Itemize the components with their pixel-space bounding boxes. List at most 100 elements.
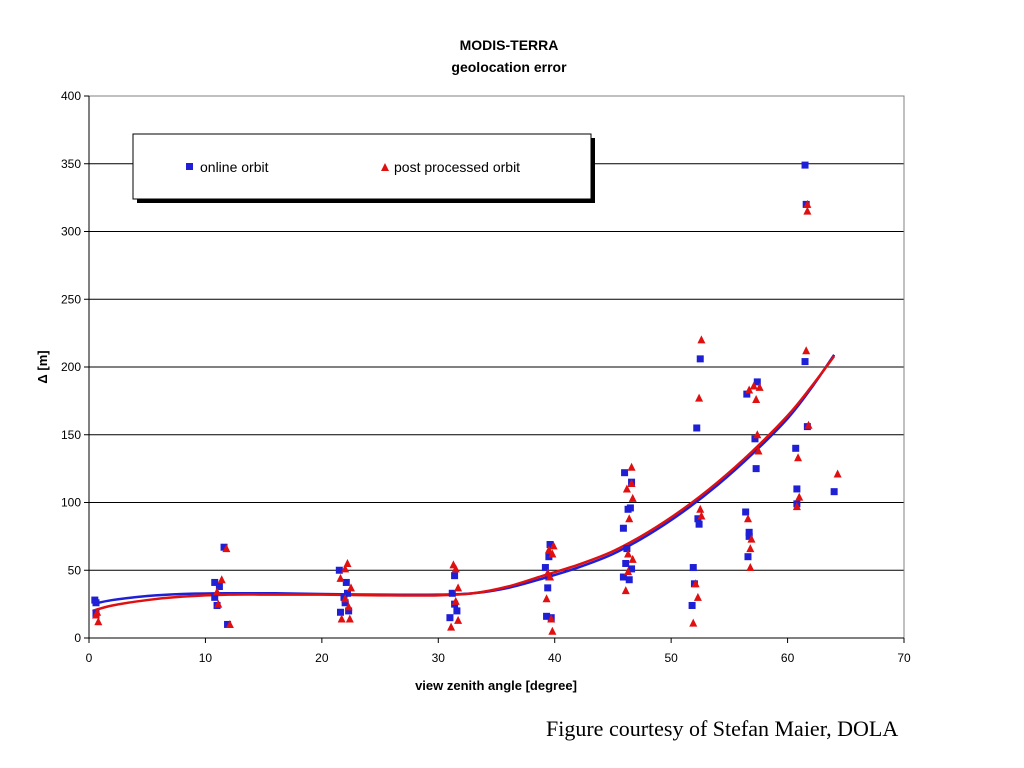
point-online-orbit xyxy=(744,553,752,561)
legend-marker-online-orbit xyxy=(186,163,193,170)
point-online-orbit xyxy=(742,508,750,516)
point-online-orbit xyxy=(628,565,636,573)
point-post-processed-orbit xyxy=(691,579,700,588)
point-post-processed-orbit xyxy=(546,572,555,581)
point-online-orbit xyxy=(801,358,809,366)
point-post-processed-orbit xyxy=(454,615,463,624)
point-post-processed-orbit xyxy=(222,544,231,553)
point-post-processed-orbit xyxy=(693,592,702,601)
trendline-post-processed-orbit xyxy=(92,355,836,613)
y-tick-label: 50 xyxy=(68,563,82,577)
point-online-orbit xyxy=(696,355,704,363)
point-online-orbit xyxy=(546,541,554,549)
y-tick-label: 350 xyxy=(61,157,81,171)
chart-title-line-1: MODIS-TERRA xyxy=(460,37,559,53)
point-online-orbit xyxy=(544,584,552,592)
point-post-processed-orbit xyxy=(622,484,631,493)
point-post-processed-orbit xyxy=(746,563,755,572)
legend-marker-post-processed-orbit xyxy=(381,163,389,171)
x-axis-ticks: 0 10 20 30 40 50 60 70 xyxy=(86,638,911,665)
point-post-processed-orbit xyxy=(697,511,706,520)
point-online-orbit xyxy=(453,607,461,615)
point-post-processed-orbit xyxy=(802,346,811,355)
point-post-processed-orbit xyxy=(451,564,460,573)
data-points xyxy=(91,161,842,635)
point-post-processed-orbit xyxy=(621,586,630,595)
point-online-orbit xyxy=(622,559,630,567)
y-tick-label: 150 xyxy=(61,428,81,442)
point-online-orbit xyxy=(543,612,551,620)
x-tick-label: 0 xyxy=(86,651,93,665)
point-post-processed-orbit xyxy=(225,619,234,628)
point-online-orbit xyxy=(623,545,631,553)
point-online-orbit xyxy=(745,528,753,536)
point-post-processed-orbit xyxy=(94,617,103,626)
point-post-processed-orbit xyxy=(451,596,460,605)
point-online-orbit xyxy=(448,589,456,597)
point-post-processed-orbit xyxy=(345,614,354,623)
point-post-processed-orbit xyxy=(628,493,637,502)
point-online-orbit xyxy=(793,485,801,493)
legend-label-online-orbit: online orbit xyxy=(200,159,269,175)
point-post-processed-orbit xyxy=(344,602,353,611)
point-post-processed-orbit xyxy=(803,206,812,215)
legend-box xyxy=(132,133,592,200)
point-online-orbit xyxy=(446,614,454,622)
y-tick-label: 300 xyxy=(61,225,81,239)
point-post-processed-orbit xyxy=(346,583,355,592)
x-tick-label: 60 xyxy=(781,651,795,665)
x-tick-label: 70 xyxy=(897,651,911,665)
point-post-processed-orbit xyxy=(454,583,463,592)
point-online-orbit xyxy=(625,576,633,584)
figure-credit: Figure courtesy of Stefan Maier, DOLA xyxy=(546,716,899,741)
point-post-processed-orbit xyxy=(341,564,350,573)
point-post-processed-orbit xyxy=(745,385,754,394)
point-post-processed-orbit xyxy=(337,614,346,623)
y-axis-ticks: 0 50 100 150 200 250 300 350 400 xyxy=(61,89,89,645)
point-post-processed-orbit xyxy=(743,514,752,523)
point-post-processed-orbit xyxy=(548,549,557,558)
point-online-orbit xyxy=(92,599,100,607)
x-tick-label: 30 xyxy=(432,651,446,665)
point-online-orbit xyxy=(745,532,753,540)
trendlines xyxy=(92,354,836,613)
point-post-processed-orbit xyxy=(447,622,456,631)
point-post-processed-orbit xyxy=(754,446,763,455)
legend: online orbit post processed orbit xyxy=(132,133,595,203)
point-post-processed-orbit xyxy=(548,626,557,635)
y-axis-label: Δ [m] xyxy=(35,350,50,383)
point-online-orbit xyxy=(801,161,809,169)
point-post-processed-orbit xyxy=(833,469,842,478)
point-online-orbit xyxy=(751,435,759,443)
point-post-processed-orbit xyxy=(804,420,813,429)
point-online-orbit xyxy=(451,572,459,580)
chart-title-line-2: geolocation error xyxy=(451,59,567,75)
point-post-processed-orbit xyxy=(749,381,758,390)
point-online-orbit xyxy=(619,524,627,532)
point-online-orbit xyxy=(335,566,343,574)
point-online-orbit xyxy=(792,444,800,452)
x-tick-label: 10 xyxy=(199,651,213,665)
point-online-orbit xyxy=(224,620,232,628)
point-online-orbit xyxy=(345,607,353,615)
point-post-processed-orbit xyxy=(689,618,698,627)
x-tick-label: 20 xyxy=(315,651,329,665)
point-online-orbit xyxy=(211,593,219,601)
x-tick-label: 40 xyxy=(548,651,562,665)
point-post-processed-orbit xyxy=(795,492,804,501)
point-post-processed-orbit xyxy=(697,335,706,344)
x-tick-label: 50 xyxy=(664,651,678,665)
point-post-processed-orbit xyxy=(544,545,553,554)
point-online-orbit xyxy=(220,543,228,551)
x-axis-label: view zenith angle [degree] xyxy=(415,678,577,693)
point-online-orbit xyxy=(752,465,760,473)
point-online-orbit xyxy=(688,601,696,609)
point-post-processed-orbit xyxy=(752,395,761,404)
point-post-processed-orbit xyxy=(746,544,755,553)
point-post-processed-orbit xyxy=(624,549,633,558)
y-tick-label: 400 xyxy=(61,89,81,103)
point-post-processed-orbit xyxy=(214,599,223,608)
point-online-orbit xyxy=(689,564,697,572)
point-post-processed-orbit xyxy=(627,479,636,488)
